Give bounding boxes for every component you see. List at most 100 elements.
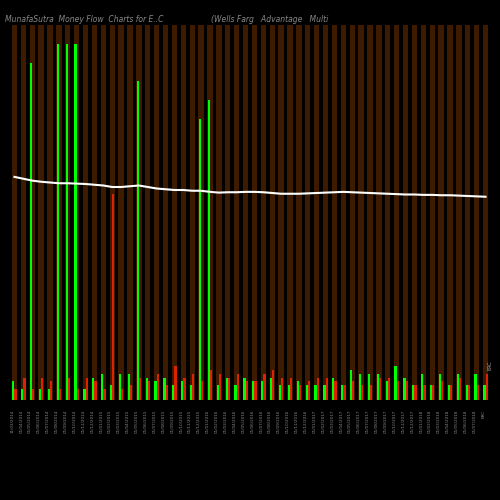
Bar: [164, 378, 166, 400]
Text: MunafaSutra  Money Flow  Charts for E..C                    (Wells Farg   Advant: MunafaSutra Money Flow Charts for E..C (…: [5, 15, 328, 24]
Bar: [32, 389, 34, 400]
Bar: [448, 25, 452, 400]
Bar: [299, 385, 301, 400]
Bar: [279, 385, 281, 400]
Bar: [476, 385, 479, 400]
Bar: [56, 25, 62, 400]
Bar: [50, 382, 52, 400]
Bar: [386, 382, 388, 400]
Bar: [341, 385, 344, 400]
Bar: [254, 382, 256, 400]
Bar: [261, 382, 264, 400]
Bar: [270, 378, 272, 400]
Bar: [66, 44, 68, 400]
Bar: [56, 385, 59, 400]
Bar: [130, 385, 132, 400]
Bar: [281, 378, 283, 400]
Bar: [474, 25, 480, 400]
Bar: [324, 385, 326, 400]
Bar: [352, 382, 354, 400]
Bar: [334, 382, 336, 400]
Bar: [12, 25, 17, 400]
Bar: [296, 25, 302, 400]
Bar: [112, 194, 114, 400]
Bar: [278, 25, 284, 400]
Bar: [272, 370, 274, 400]
Bar: [370, 385, 372, 400]
Bar: [145, 25, 150, 400]
Bar: [486, 374, 488, 400]
Bar: [210, 370, 212, 400]
Bar: [326, 378, 328, 400]
Bar: [225, 25, 230, 400]
Bar: [396, 382, 399, 400]
Bar: [438, 25, 444, 400]
Bar: [154, 25, 160, 400]
Bar: [332, 378, 334, 400]
Bar: [424, 385, 426, 400]
Bar: [12, 382, 14, 400]
Bar: [376, 374, 379, 400]
Bar: [139, 378, 141, 400]
Bar: [30, 62, 32, 400]
Bar: [112, 332, 114, 400]
Bar: [394, 25, 400, 400]
Bar: [181, 382, 184, 400]
Bar: [118, 25, 124, 400]
Bar: [448, 385, 450, 400]
Bar: [252, 25, 257, 400]
Bar: [39, 389, 41, 400]
Bar: [244, 378, 246, 400]
Bar: [430, 385, 432, 400]
Bar: [412, 385, 414, 400]
Bar: [48, 25, 52, 400]
Bar: [92, 25, 97, 400]
Bar: [465, 25, 470, 400]
Bar: [323, 25, 328, 400]
Bar: [264, 374, 266, 400]
Bar: [59, 389, 61, 400]
Bar: [484, 385, 486, 400]
Bar: [430, 25, 435, 400]
Bar: [38, 25, 44, 400]
Bar: [94, 382, 96, 400]
Bar: [456, 374, 459, 400]
Bar: [30, 385, 32, 400]
Bar: [166, 385, 168, 400]
Bar: [314, 385, 316, 400]
Bar: [136, 81, 139, 400]
Bar: [100, 25, 106, 400]
Bar: [379, 378, 381, 400]
Bar: [104, 389, 106, 400]
Bar: [208, 100, 210, 400]
Bar: [216, 385, 219, 400]
Bar: [146, 378, 148, 400]
Bar: [344, 385, 345, 400]
Bar: [199, 118, 201, 400]
Bar: [340, 25, 346, 400]
Bar: [316, 378, 319, 400]
Bar: [404, 378, 406, 400]
Bar: [128, 374, 130, 400]
Bar: [350, 25, 355, 400]
Bar: [234, 385, 236, 400]
Bar: [198, 25, 204, 400]
Bar: [305, 25, 310, 400]
Bar: [208, 385, 210, 400]
Bar: [414, 385, 416, 400]
Bar: [306, 385, 308, 400]
Bar: [110, 385, 112, 400]
Bar: [74, 44, 76, 400]
Bar: [260, 25, 266, 400]
Bar: [83, 25, 88, 400]
Bar: [156, 374, 159, 400]
Bar: [394, 366, 396, 400]
Bar: [361, 385, 364, 400]
Bar: [24, 378, 26, 400]
Bar: [201, 382, 203, 400]
Bar: [172, 25, 177, 400]
Bar: [128, 25, 132, 400]
Bar: [66, 385, 68, 400]
Bar: [234, 25, 239, 400]
Bar: [421, 374, 424, 400]
